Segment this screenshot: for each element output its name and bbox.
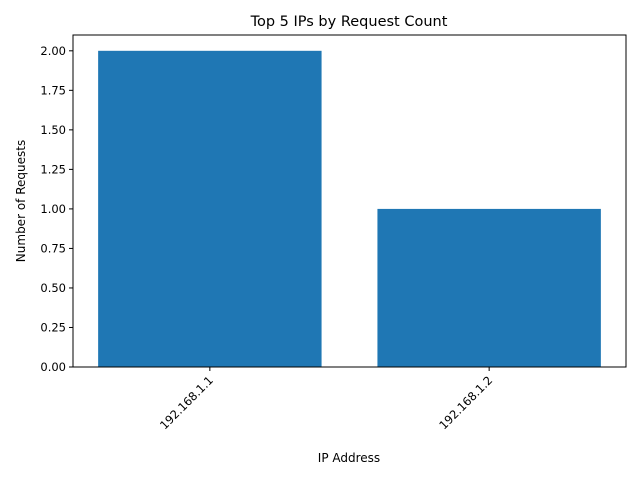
x-axis-label: IP Address [318, 451, 380, 465]
bar-192.168.1.1 [98, 50, 322, 368]
x-tick-label: 192.168.1.2 [436, 373, 495, 432]
y-tick-label: 1.25 [40, 162, 66, 176]
y-tick-label: 0.75 [40, 241, 66, 255]
y-axis-label: Number of Requests [14, 140, 28, 262]
y-tick-label: 1.50 [40, 123, 66, 137]
bar-192.168.1.2 [377, 208, 601, 367]
plot-frame [72, 34, 627, 368]
chart-title: Top 5 IPs by Request Count [250, 14, 448, 30]
y-axis: 0.00 0.25 0.50 0.75 1.00 1.25 1.50 1.75 2.00 [40, 44, 73, 374]
y-tick-label: 0.00 [40, 360, 66, 374]
bars-group [98, 50, 601, 368]
y-tick-label: 0.25 [40, 320, 66, 334]
x-axis: 192.168.1.1 192.168.1.2 [157, 367, 495, 432]
y-tick-label: 1.00 [40, 202, 66, 216]
y-tick-label: 0.50 [40, 281, 66, 295]
y-tick-label: 1.75 [40, 83, 66, 97]
x-tick-label: 192.168.1.1 [157, 373, 216, 432]
y-tick-label: 2.00 [40, 44, 66, 58]
